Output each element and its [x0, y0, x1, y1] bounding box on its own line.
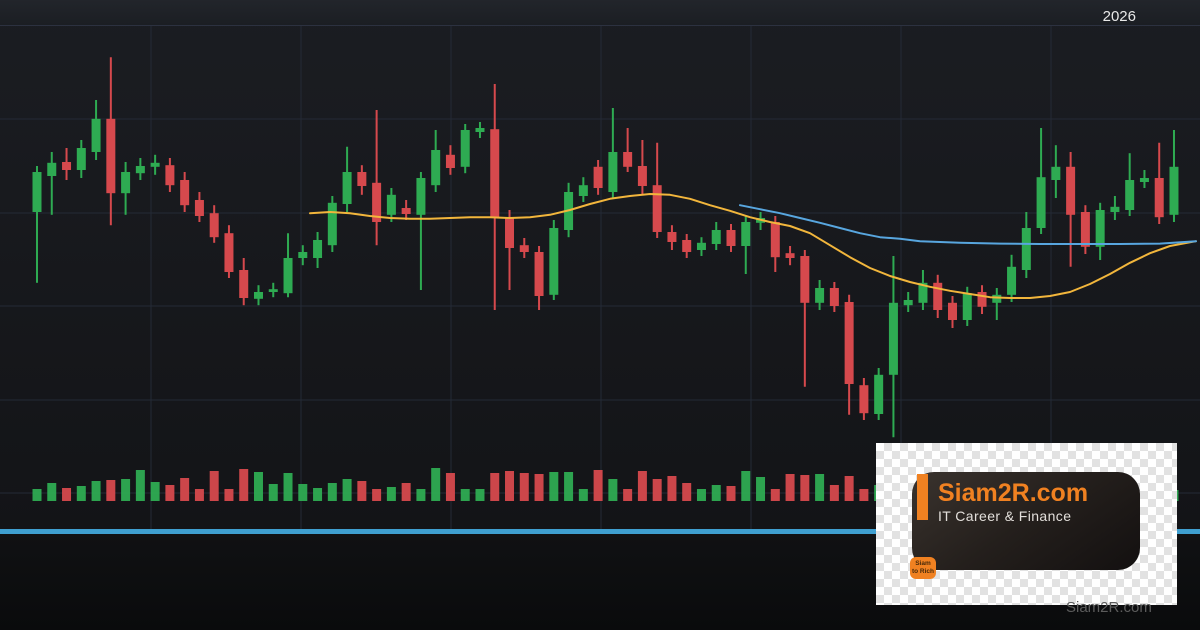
- logo-card-subtitle: IT Career & Finance: [938, 508, 1072, 524]
- transparent-logo-image: Siam2R.com IT Career & Finance Siam to R…: [876, 443, 1177, 605]
- siam-to-rich-badge: Siam to Rich: [910, 557, 936, 579]
- logo-accent-bar: [917, 474, 928, 520]
- year-label: 2026: [1102, 8, 1136, 25]
- header-bar: 2026: [0, 0, 1200, 26]
- watermark-text: Siam2R.com: [1066, 599, 1152, 616]
- logo-card: [912, 472, 1140, 570]
- badge-line-1: Siam: [915, 559, 931, 567]
- badge-line-2: to Rich: [911, 568, 935, 575]
- logo-card-title: Siam2R.com: [938, 479, 1089, 507]
- divider-line: [0, 529, 1200, 534]
